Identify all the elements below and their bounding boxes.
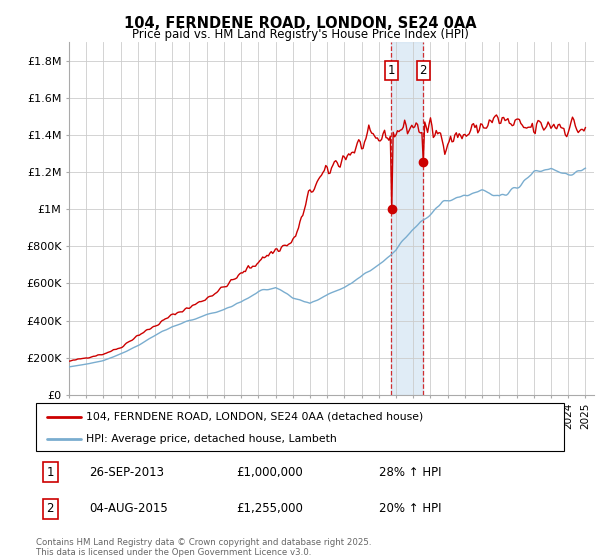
Text: 2: 2	[419, 64, 427, 77]
Text: 04-AUG-2015: 04-AUG-2015	[89, 502, 167, 515]
Text: 1: 1	[47, 466, 54, 479]
Text: 20% ↑ HPI: 20% ↑ HPI	[379, 502, 442, 515]
Text: 26-SEP-2013: 26-SEP-2013	[89, 466, 164, 479]
Text: 1: 1	[388, 64, 395, 77]
Text: HPI: Average price, detached house, Lambeth: HPI: Average price, detached house, Lamb…	[86, 434, 337, 444]
Text: Contains HM Land Registry data © Crown copyright and database right 2025.
This d: Contains HM Land Registry data © Crown c…	[36, 538, 371, 557]
Text: £1,255,000: £1,255,000	[236, 502, 304, 515]
Bar	[391, 42, 423, 395]
Text: 104, FERNDENE ROAD, LONDON, SE24 0AA (detached house): 104, FERNDENE ROAD, LONDON, SE24 0AA (de…	[86, 412, 424, 422]
Text: 104, FERNDENE ROAD, LONDON, SE24 0AA: 104, FERNDENE ROAD, LONDON, SE24 0AA	[124, 16, 476, 31]
Text: 2: 2	[47, 502, 54, 515]
Text: 28% ↑ HPI: 28% ↑ HPI	[379, 466, 442, 479]
Text: Price paid vs. HM Land Registry's House Price Index (HPI): Price paid vs. HM Land Registry's House …	[131, 28, 469, 41]
Text: £1,000,000: £1,000,000	[236, 466, 304, 479]
